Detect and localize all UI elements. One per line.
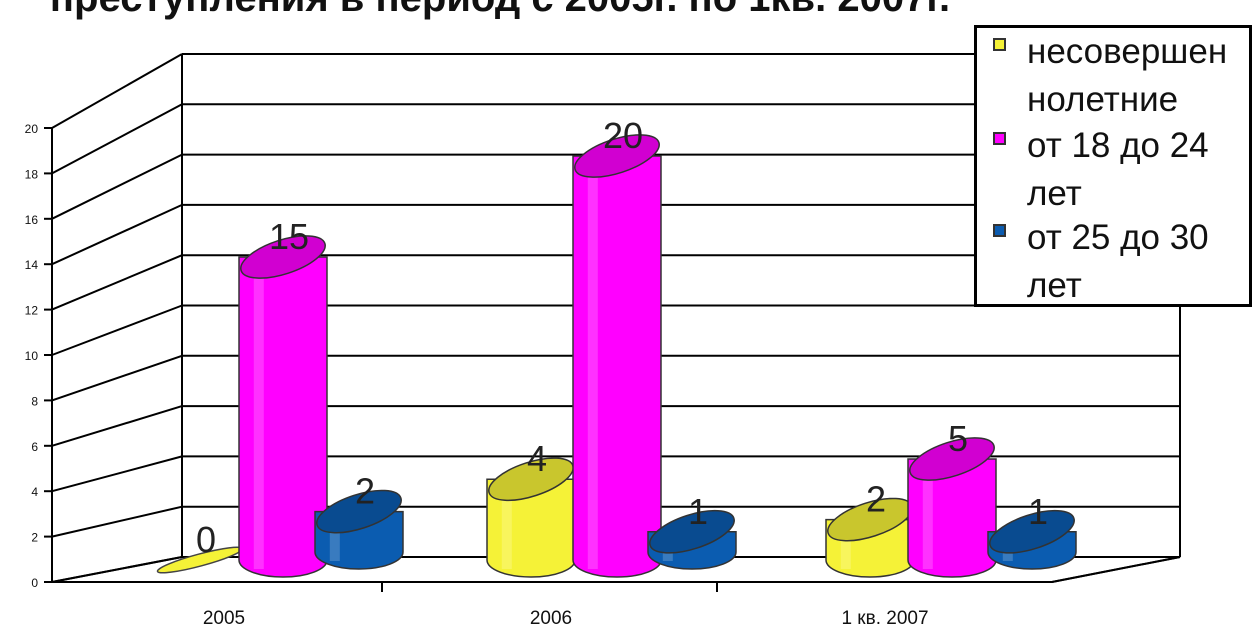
legend-swatch-series-1 bbox=[993, 38, 1006, 51]
data-label: 2 bbox=[355, 471, 375, 512]
y-tick-label: 18 bbox=[25, 167, 39, 181]
y-tick-label: 10 bbox=[25, 349, 39, 363]
legend-label-series-3-line-1: от 25 до 30 bbox=[1027, 218, 1209, 257]
legend-swatch-series-2 bbox=[993, 132, 1006, 145]
data-label: 5 bbox=[948, 418, 968, 459]
bar-2-2-top bbox=[574, 134, 660, 178]
bar-3-3 bbox=[987, 509, 1077, 570]
x-tick-label: 2006 bbox=[530, 608, 572, 629]
side-gridline bbox=[51, 455, 183, 493]
bar-3-3-top bbox=[989, 509, 1075, 554]
y-tick-label: 2 bbox=[31, 531, 38, 545]
floor-right-edge bbox=[1051, 556, 1181, 583]
data-label: 2 bbox=[866, 479, 886, 520]
side-gridline bbox=[51, 103, 183, 175]
data-label: 4 bbox=[527, 438, 547, 479]
bar-2-2 bbox=[572, 134, 662, 578]
y-tick-label: 4 bbox=[31, 485, 38, 499]
side-gridline bbox=[51, 203, 183, 266]
bar-2-3 bbox=[907, 437, 997, 578]
y-tick-label: 16 bbox=[25, 213, 39, 227]
bar-2-3-top bbox=[909, 437, 995, 481]
bar-3-2-top bbox=[649, 509, 735, 554]
bar-2-1-body bbox=[238, 256, 328, 578]
x-tick-label: 1 кв. 2007 bbox=[841, 608, 928, 629]
legend: несовершен нолетние от 18 до 24 лет от 2… bbox=[974, 25, 1252, 307]
data-label: 1 bbox=[688, 491, 708, 532]
bar-2-1-top bbox=[240, 235, 326, 279]
y-tick-label: 8 bbox=[31, 394, 38, 408]
bar-2-2-body bbox=[572, 155, 662, 578]
legend-label-series-3-line-2: лет bbox=[1027, 266, 1082, 305]
bar-3-2 bbox=[647, 509, 737, 570]
side-gridline bbox=[51, 53, 183, 129]
y-tick-label: 14 bbox=[25, 258, 39, 272]
y-tick-label: 0 bbox=[31, 576, 38, 590]
data-label: 15 bbox=[269, 216, 309, 257]
side-gridline bbox=[51, 354, 183, 402]
side-gridline bbox=[51, 405, 183, 447]
legend-label-series-1-line-1: несовершен bbox=[1027, 32, 1228, 71]
side-gridline bbox=[51, 254, 183, 311]
y-tick-label: 20 bbox=[25, 122, 39, 136]
y-tick-label: 12 bbox=[25, 304, 39, 318]
bar-3-1-top bbox=[316, 489, 402, 534]
bar-1-2 bbox=[486, 457, 576, 578]
side-gridline bbox=[51, 304, 183, 356]
chart-title: преступления в период с 2005г. по 1кв. 2… bbox=[0, 0, 1000, 21]
legend-swatch-series-3 bbox=[993, 224, 1006, 237]
y-tick-label: 6 bbox=[31, 440, 38, 454]
data-label: 1 bbox=[1028, 491, 1048, 532]
side-gridline bbox=[51, 505, 183, 538]
x-tick-label: 2005 bbox=[203, 608, 245, 629]
legend-label-series-2-line-1: от 18 до 24 bbox=[1027, 126, 1209, 165]
bar-3-1 bbox=[314, 489, 404, 570]
bar-2-1 bbox=[238, 235, 328, 578]
data-label: 0 bbox=[196, 519, 216, 560]
data-label: 20 bbox=[603, 115, 643, 156]
legend-label-series-2-line-2: лет bbox=[1027, 174, 1082, 213]
side-gridline bbox=[51, 556, 183, 583]
legend-label-series-1-line-2: нолетние bbox=[1027, 80, 1179, 119]
side-gridline bbox=[51, 153, 183, 220]
